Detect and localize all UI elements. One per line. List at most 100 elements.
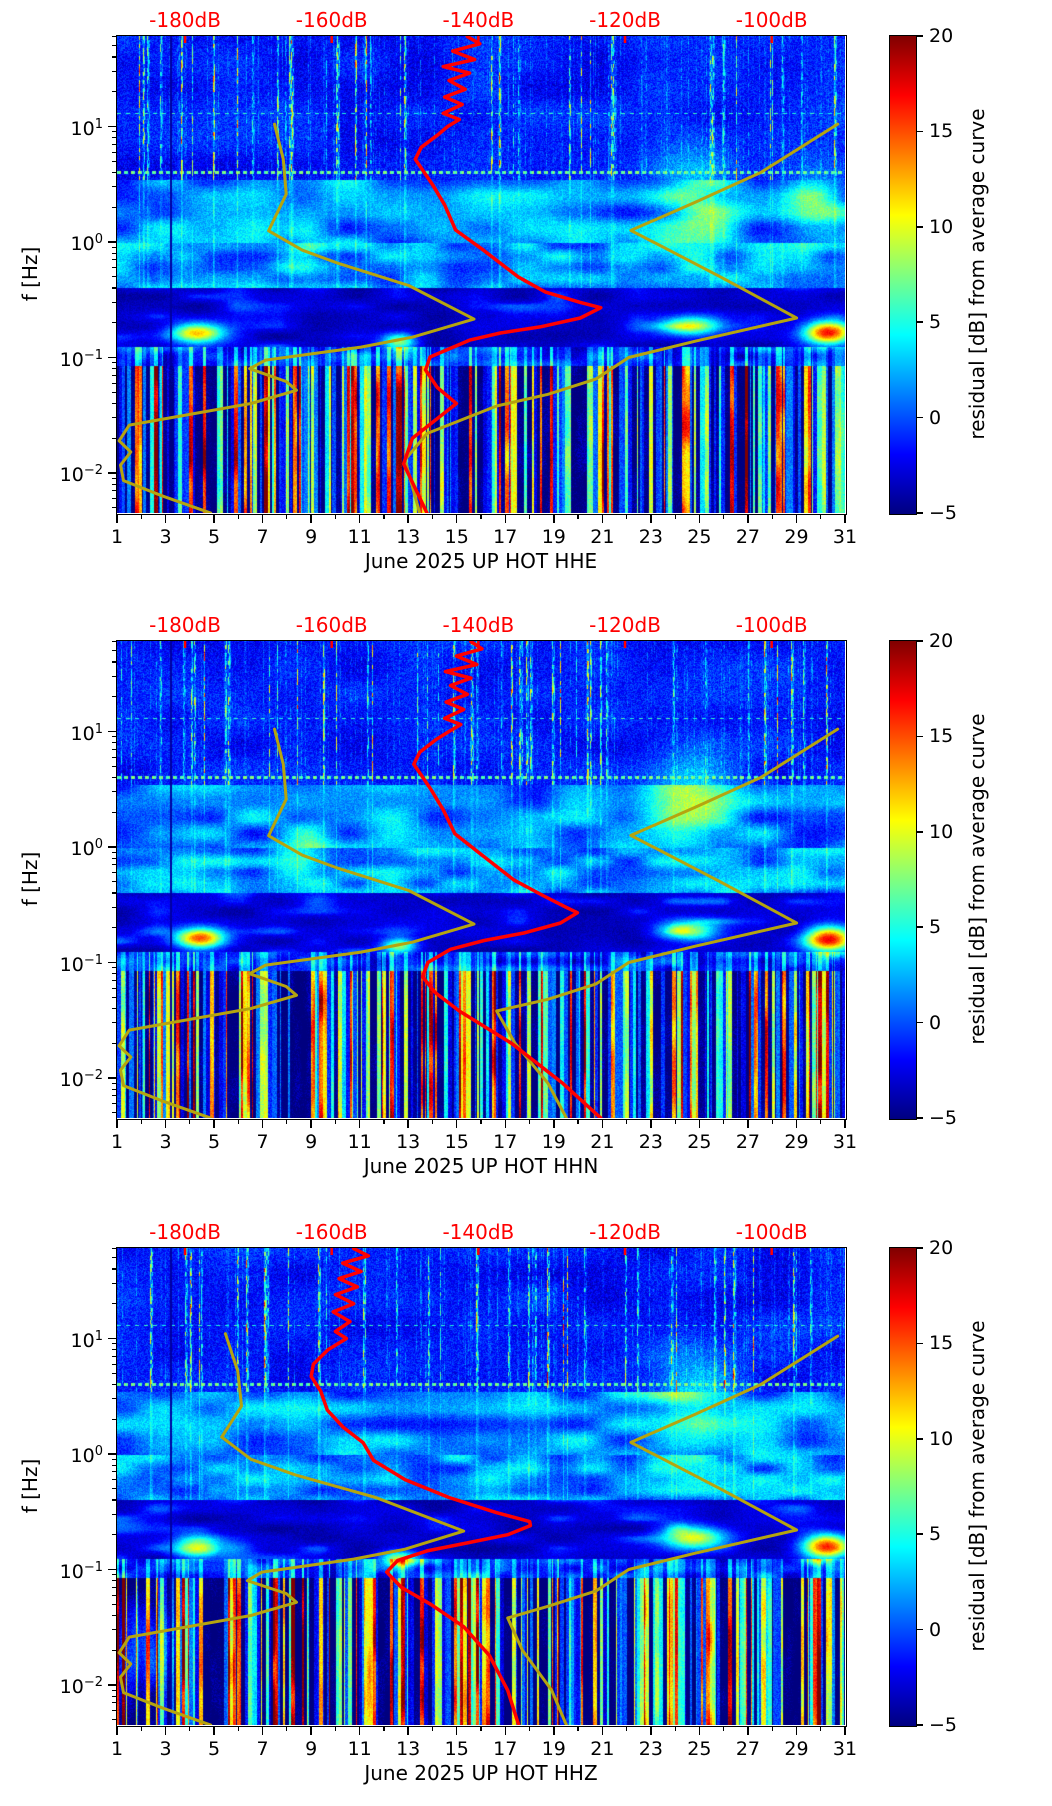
colorbar — [888, 1246, 917, 1727]
x-tick-minor — [820, 1726, 822, 1731]
y-tick-minor — [111, 1363, 116, 1365]
red-average-curve — [309, 1248, 533, 1725]
x-tick-major — [650, 1119, 652, 1128]
y-tick-minor — [111, 756, 116, 758]
y-axis-label: f [Hz] — [18, 1458, 42, 1514]
y-tick-minor — [111, 1594, 116, 1596]
colorbar-tick-label: −5 — [929, 1714, 958, 1736]
y-tick-minor — [111, 143, 116, 145]
y-tick-minor — [111, 287, 116, 289]
y-tick-mantissa: 10 — [59, 1676, 84, 1699]
x-tick-label: 11 — [347, 526, 372, 548]
y-tick-minor — [111, 160, 116, 162]
y-tick-major — [107, 846, 116, 848]
x-tick-major — [504, 514, 507, 523]
x-tick-major — [213, 514, 215, 523]
y-tick-minor — [111, 1586, 116, 1588]
x-tick-label: 9 — [305, 526, 318, 548]
colorbar-tick — [916, 926, 923, 928]
y-tick-exponent: 0 — [94, 836, 103, 852]
y-tick-major — [107, 472, 116, 474]
colorbar-tick — [916, 640, 923, 642]
y-tick-minor — [111, 864, 116, 866]
colorbar-label: residual [dB] from average curve — [965, 1320, 989, 1652]
top-axis-label: -180dB — [149, 8, 221, 32]
colorbar-tick-label: 10 — [929, 215, 954, 238]
y-tick-minor — [111, 1534, 116, 1536]
x-tick-label: 9 — [305, 1131, 318, 1153]
red-average-curve — [412, 641, 603, 1118]
y-tick-minor — [111, 872, 116, 874]
x-tick-major — [698, 1119, 701, 1128]
y-tick-minor — [111, 1088, 116, 1090]
y-tick-minor — [111, 402, 116, 405]
y-tick-minor — [111, 483, 116, 485]
y-tick-label: 10−1 — [60, 344, 103, 370]
x-tick-label: 31 — [832, 1738, 858, 1760]
y-tick-minor — [111, 1082, 116, 1084]
y-tick-minor — [111, 374, 116, 376]
x-tick-label: 19 — [541, 1738, 566, 1760]
y-tick-minor — [111, 437, 116, 439]
x-tick-major — [407, 514, 409, 523]
y-tick-minor — [111, 675, 116, 677]
x-tick-label: 3 — [159, 526, 172, 548]
x-tick-minor — [189, 1726, 191, 1731]
y-tick-minor — [111, 811, 116, 813]
y-tick-minor — [111, 1355, 116, 1357]
top-axis-label: -100dB — [735, 8, 808, 32]
y-tick-minor — [111, 1689, 116, 1691]
y-tick-major — [107, 1453, 116, 1455]
x-tick-label: 25 — [687, 526, 712, 548]
y-tick-minor — [111, 1513, 116, 1515]
y-tick-minor — [111, 1464, 116, 1466]
red-average-curve — [401, 36, 603, 513]
y-tick-exponent: 1 — [94, 721, 103, 737]
y-tick-minor — [111, 1248, 116, 1250]
x-tick-label: 1 — [110, 1131, 124, 1153]
x-tick-minor — [286, 514, 288, 519]
x-tick-label: 29 — [784, 1131, 809, 1153]
x-tick-minor — [480, 514, 482, 519]
y-tick-minor — [111, 56, 116, 58]
y-tick-minor — [111, 301, 116, 303]
x-tick-label: 23 — [638, 526, 663, 548]
x-tick-major — [455, 514, 458, 523]
colorbar-tick — [916, 1724, 923, 1726]
colorbar-tick-label: 15 — [929, 725, 954, 748]
y-tick-minor — [111, 1710, 116, 1712]
x-tick-label: 7 — [256, 1738, 269, 1760]
x-tick-major — [650, 1726, 652, 1735]
y-tick-minor — [111, 417, 116, 419]
curve-overlay — [117, 36, 840, 513]
colorbar-tick-label: 0 — [929, 1618, 942, 1641]
colorbar-label: residual [dB] from average curve — [965, 108, 989, 440]
x-tick-label: 11 — [347, 1738, 372, 1760]
x-tick-label: 7 — [256, 526, 269, 548]
x-tick-minor — [528, 514, 531, 519]
y-tick-minor — [111, 765, 116, 767]
x-tick-label: 29 — [784, 1738, 809, 1760]
top-axis-label: -160dB — [295, 613, 368, 637]
y-tick-minor — [111, 477, 116, 479]
x-tick-major — [650, 514, 652, 523]
colorbar-tick-label: 15 — [929, 120, 954, 143]
y-tick-minor — [111, 736, 116, 738]
top-axis-label: -140dB — [442, 1220, 515, 1244]
y-tick-mantissa: 10 — [70, 117, 95, 140]
y-tick-minor — [111, 776, 116, 779]
x-tick-major — [310, 514, 312, 523]
y-tick-minor — [111, 1702, 116, 1704]
x-tick-major — [213, 1119, 215, 1128]
x-tick-minor — [528, 1726, 531, 1731]
x-tick-label: 27 — [735, 1131, 761, 1153]
y-tick-label: 10−1 — [60, 1556, 103, 1582]
x-tick-major — [601, 1119, 604, 1128]
x-tick-major — [310, 1119, 312, 1128]
y-tick-minor — [111, 1303, 116, 1305]
y-tick-label: 101 — [71, 113, 103, 139]
x-tick-label: 3 — [159, 1738, 172, 1760]
y-tick-minor — [111, 1103, 116, 1105]
x-tick-minor — [674, 1119, 676, 1124]
y-tick-exponent: 1 — [94, 1328, 103, 1344]
